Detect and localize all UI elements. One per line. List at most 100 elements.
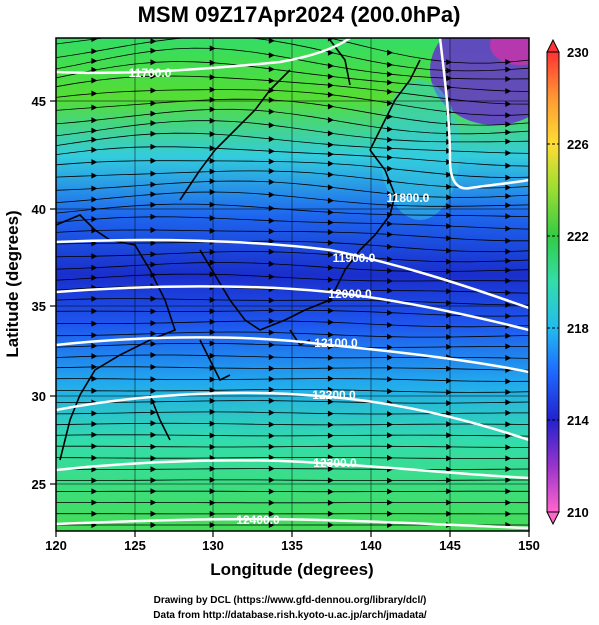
x-axis-label: Longitude (degrees) xyxy=(210,560,373,579)
wind-arrowhead xyxy=(91,410,98,417)
wind-arrowhead xyxy=(91,421,98,427)
wind-arrowhead xyxy=(209,45,216,52)
wind-arrowhead xyxy=(327,151,334,158)
wind-arrowhead xyxy=(209,318,216,325)
wind-arrowhead xyxy=(268,158,275,165)
wind-arrowhead xyxy=(505,477,512,483)
wind-arrowhead xyxy=(91,38,98,42)
y-tick-label: 45 xyxy=(32,94,46,109)
wind-arrowhead xyxy=(327,522,334,528)
wind-arrowhead xyxy=(91,104,98,111)
wind-arrowhead xyxy=(505,499,512,506)
wind-arrowhead xyxy=(327,386,334,393)
wind-arrowhead xyxy=(209,340,216,347)
wind-arrowhead xyxy=(150,352,157,358)
wind-arrowhead xyxy=(91,466,98,473)
wind-arrowhead xyxy=(150,488,157,495)
wind-arrowhead xyxy=(209,178,216,185)
wind-arrowhead xyxy=(268,318,275,324)
wind-arrowhead xyxy=(150,340,157,347)
wind-arrowhead xyxy=(150,510,157,517)
wind-arrowhead xyxy=(209,227,216,234)
wind-arrowhead xyxy=(209,168,216,175)
wind-arrowhead xyxy=(327,354,334,361)
wind-arrowhead xyxy=(387,49,393,56)
wind-arrowhead xyxy=(150,38,157,45)
wind-arrowhead xyxy=(209,157,216,164)
x-tick-label: 130 xyxy=(202,538,224,553)
wind-arrowhead xyxy=(387,477,393,484)
wind-arrowhead xyxy=(446,510,453,517)
wind-arrowhead xyxy=(387,309,393,316)
wind-arrowhead xyxy=(91,127,98,134)
wind-arrowhead xyxy=(91,342,98,349)
wind-arrowhead xyxy=(209,352,216,359)
wind-arrowhead xyxy=(209,74,216,81)
wind-arrowhead xyxy=(268,217,275,224)
wind-arrowhead xyxy=(327,375,334,382)
wind-arrowhead xyxy=(505,466,512,473)
wind-arrowhead xyxy=(91,253,98,260)
wind-arrowhead xyxy=(505,289,512,296)
colorbar-bottom-arrow xyxy=(546,511,560,526)
wind-arrowhead xyxy=(446,443,453,450)
wind-arrowhead xyxy=(268,191,275,198)
wind-arrowhead xyxy=(268,238,275,245)
wind-arrowhead xyxy=(150,143,157,150)
wind-arrowhead xyxy=(446,377,453,384)
wind-arrowhead xyxy=(327,307,334,314)
wind-arrowhead xyxy=(327,38,334,42)
wind-arrowhead xyxy=(91,477,98,484)
wind-arrowhead xyxy=(209,296,216,303)
wind-arrowhead xyxy=(387,432,393,439)
wind-arrowhead xyxy=(387,79,393,86)
x-tick-label: 120 xyxy=(45,538,67,553)
wind-arrowhead xyxy=(327,264,334,271)
wind-arrowhead xyxy=(505,332,512,339)
wind-arrowhead xyxy=(209,488,216,495)
wind-arrowhead xyxy=(505,444,512,451)
wind-arrowhead xyxy=(327,477,334,484)
contour-labels: 11700.0 11800.0 11900.0 12000.0 12100.0 … xyxy=(129,66,430,527)
wind-arrowhead xyxy=(268,510,275,517)
x-tick-label: 145 xyxy=(439,538,461,553)
wind-arrowhead xyxy=(150,170,157,177)
wind-arrowhead xyxy=(209,145,216,152)
wind-arrowhead xyxy=(91,363,98,370)
wind-arrowhead xyxy=(387,61,393,68)
wind-arrowhead xyxy=(268,122,275,129)
colorbar-tick-label: 218 xyxy=(567,321,589,336)
wind-arrowhead xyxy=(268,341,275,348)
wind-arrowhead xyxy=(387,145,393,152)
wind-arrowhead xyxy=(387,71,393,78)
wind-arrowhead xyxy=(327,62,334,69)
wind-arrowhead xyxy=(91,196,98,203)
wind-arrowhead xyxy=(91,159,98,166)
wind-arrowhead xyxy=(91,274,98,281)
wind-arrowhead xyxy=(505,88,512,95)
wind-arrowhead xyxy=(150,431,157,438)
wind-arrowhead xyxy=(91,136,98,143)
wind-arrowhead xyxy=(505,150,512,156)
wind-arrowhead xyxy=(387,287,393,294)
wind-arrowhead xyxy=(268,148,275,155)
wind-arrowhead xyxy=(150,73,157,80)
wind-arrowhead xyxy=(150,191,157,198)
wind-arrowhead xyxy=(505,162,512,169)
wind-arrowhead xyxy=(268,260,275,267)
wind-arrowhead xyxy=(268,228,275,235)
wind-arrowhead xyxy=(150,201,157,208)
wind-arrowhead xyxy=(268,477,275,483)
wind-arrowhead xyxy=(268,409,275,416)
colorbar-top-arrow xyxy=(546,38,560,53)
wind-arrowhead xyxy=(505,399,512,406)
wind-arrowhead xyxy=(446,268,453,275)
wind-arrowhead xyxy=(91,66,98,73)
wind-arrowhead xyxy=(505,277,512,284)
wind-arrowhead xyxy=(446,400,453,407)
wind-arrowhead xyxy=(209,201,216,208)
wind-arrowhead xyxy=(387,165,393,172)
wind-arrowhead xyxy=(209,510,216,517)
y-tick-label: 25 xyxy=(32,477,46,492)
wind-arrowhead xyxy=(505,355,512,361)
